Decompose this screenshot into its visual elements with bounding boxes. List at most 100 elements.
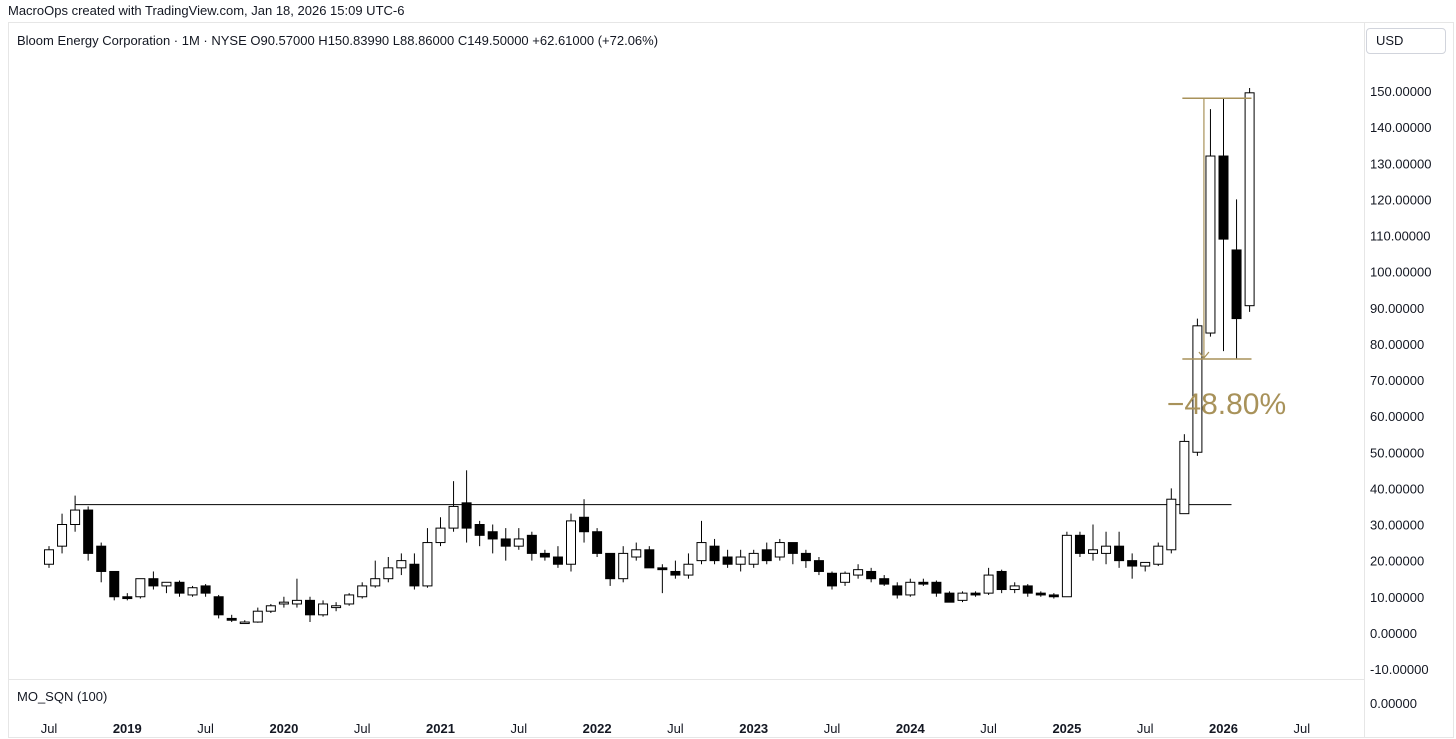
- candle-body: [1022, 585, 1033, 594]
- candle: [892, 582, 903, 599]
- candle-body: [291, 599, 302, 605]
- candle-body: [1101, 545, 1112, 554]
- candle: [1231, 199, 1242, 359]
- y-tick-label: 30.00000: [1370, 518, 1424, 533]
- candle-body: [213, 596, 224, 616]
- candle: [983, 567, 994, 595]
- candle: [813, 557, 824, 576]
- y-axis-ticks[interactable]: 150.00000 140.00000 130.00000 120.00000 110.…: [1370, 84, 1431, 677]
- candle: [1061, 531, 1072, 598]
- candle-body: [1048, 594, 1059, 598]
- chart-frame: [8, 22, 1454, 738]
- x-tick-label: Jul: [667, 721, 684, 736]
- currency-button[interactable]: USD: [1366, 28, 1446, 54]
- candle-body: [135, 578, 146, 598]
- candle: [735, 549, 746, 572]
- candle-body: [500, 538, 511, 547]
- indicator-label[interactable]: MO_SQN (100): [17, 689, 108, 704]
- candle: [1140, 561, 1151, 572]
- candle-body: [957, 592, 968, 601]
- candle: [200, 584, 211, 597]
- candle-body: [1009, 585, 1020, 591]
- candle: [448, 481, 459, 532]
- candle: [526, 531, 537, 561]
- candle: [1218, 98, 1229, 352]
- x-tick-label: Jul: [824, 721, 841, 736]
- candle: [331, 602, 342, 612]
- candle-body: [866, 570, 877, 580]
- candle-body: [409, 563, 420, 587]
- candle-body: [239, 621, 250, 625]
- candle-body: [696, 542, 707, 562]
- candle-body: [513, 538, 524, 547]
- candle: [305, 596, 315, 623]
- y-tick-label: -10.00000: [1370, 662, 1429, 677]
- candle: [566, 513, 576, 572]
- x-tick-label: Jul: [354, 721, 371, 736]
- candle: [474, 520, 485, 547]
- candle-body: [813, 560, 824, 572]
- candle-body: [552, 556, 563, 565]
- x-tick-label: 2024: [896, 721, 926, 736]
- candle: [774, 538, 785, 561]
- candle: [213, 594, 224, 619]
- x-tick-label: 2026: [1209, 721, 1238, 736]
- candle-body: [1127, 560, 1138, 567]
- candle: [252, 607, 263, 623]
- candle-body: [735, 556, 746, 565]
- candle-body: [670, 570, 681, 576]
- candle: [357, 582, 368, 599]
- candle: [96, 542, 107, 583]
- candle-body: [122, 596, 133, 600]
- candle: [109, 570, 120, 601]
- candle: [487, 524, 498, 554]
- y-tick-label: 70.00000: [1370, 373, 1424, 388]
- candle-body: [83, 509, 94, 554]
- symbol-legend: Bloom Energy Corporation · 1M · NYSE O90…: [17, 33, 659, 48]
- candle: [631, 542, 642, 561]
- candle: [435, 517, 446, 547]
- candle-body: [200, 585, 211, 594]
- y-tick-label: 50.00000: [1370, 445, 1424, 460]
- candle-body: [1074, 534, 1085, 554]
- measure-arrow-head: [1198, 351, 1210, 359]
- candle-body: [96, 545, 107, 572]
- candle: [944, 591, 955, 603]
- candle: [1009, 582, 1020, 594]
- candle-body: [970, 592, 981, 596]
- candle-body: [1166, 498, 1177, 551]
- indicator-axis-value: 0.00000: [1370, 696, 1417, 711]
- candle: [1035, 591, 1046, 597]
- candle: [409, 553, 420, 590]
- x-tick-label: 2022: [583, 721, 612, 736]
- price-axis-separator: [1364, 22, 1365, 738]
- candle-body: [644, 549, 655, 569]
- candle-body: [487, 531, 498, 540]
- candle-body: [1231, 249, 1242, 320]
- candle: [1179, 434, 1190, 515]
- candle: [383, 557, 394, 583]
- indicator-pane-separator[interactable]: [8, 679, 1364, 680]
- candle: [135, 578, 146, 599]
- measure-tool-group[interactable]: −48.80%: [1167, 97, 1286, 421]
- candle: [748, 549, 759, 568]
- candle-body: [1218, 155, 1229, 240]
- x-tick-label: Jul: [1293, 721, 1310, 736]
- candle-body: [148, 578, 159, 587]
- candle-body: [331, 605, 342, 609]
- candle-body: [435, 527, 446, 544]
- y-tick-label: 110.00000: [1370, 229, 1431, 244]
- candle-body: [1205, 155, 1216, 334]
- x-axis-ticks[interactable]: Jul 2019 Jul 2020 Jul 2021 Jul 2022 Jul 2023 Jul 20…: [41, 721, 1311, 736]
- chart-credit: MacroOps created with TradingView.com, J…: [8, 3, 405, 18]
- candle-body: [631, 549, 642, 558]
- candle-body: [1153, 545, 1164, 565]
- candle-body: [226, 617, 237, 621]
- candle: [291, 578, 302, 608]
- candle: [1244, 87, 1255, 312]
- candle-body: [448, 505, 459, 529]
- candle-body: [827, 572, 837, 587]
- candle-body: [709, 545, 720, 562]
- candle: [122, 593, 133, 601]
